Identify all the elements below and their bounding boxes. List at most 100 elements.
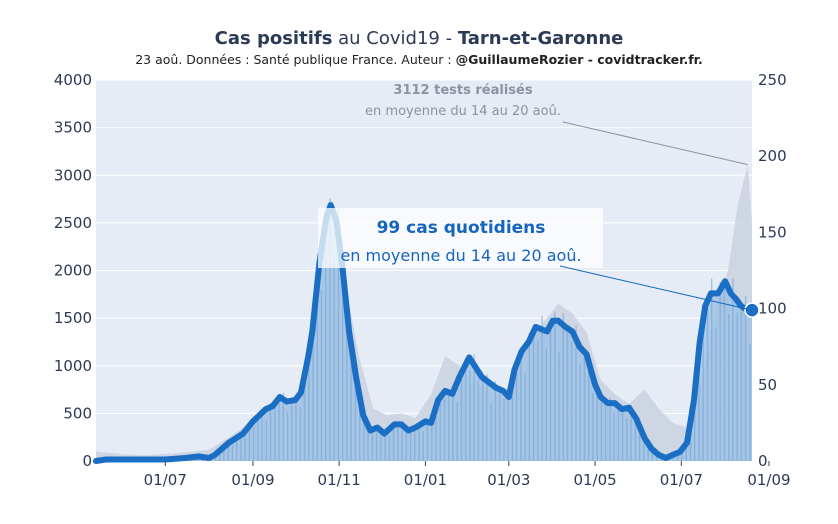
daily-case-bar	[414, 429, 416, 461]
daily-case-bar	[384, 431, 386, 461]
daily-case-bar	[223, 447, 225, 461]
cases-annotation-line2: en moyenne du 14 au 20 aoû.	[340, 246, 581, 265]
subtitle-plain: 23 aoû. Données : Santé publique France.…	[135, 52, 456, 67]
daily-case-bar	[651, 448, 653, 461]
daily-case-bar	[308, 362, 310, 461]
tests-annotation-line2: en moyenne du 14 au 20 aoû.	[365, 104, 561, 119]
daily-case-bar	[749, 343, 751, 461]
daily-case-bar	[689, 424, 692, 461]
daily-case-bar	[248, 423, 251, 461]
y-left-tick-label: 3000	[54, 166, 92, 184]
daily-case-bar	[621, 406, 624, 461]
daily-case-bar	[617, 403, 620, 461]
daily-case-bar	[558, 352, 560, 461]
daily-case-bar	[592, 392, 594, 461]
daily-case-bar	[431, 422, 433, 461]
daily-case-bar	[681, 452, 683, 461]
daily-case-bar	[257, 416, 259, 461]
daily-case-bar	[698, 346, 700, 461]
x-tick-label: 01/07	[144, 471, 187, 489]
daily-case-bar	[524, 374, 526, 461]
daily-case-bar	[342, 274, 344, 461]
cases-line	[93, 202, 755, 464]
daily-case-bar	[422, 431, 424, 461]
daily-case-bar	[325, 217, 327, 461]
daily-case-bar	[609, 397, 611, 461]
daily-case-bar	[312, 339, 314, 461]
chart-subtitle: 23 aoû. Données : Santé publique France.…	[0, 52, 838, 67]
daily-case-bar	[316, 274, 318, 461]
daily-case-bar	[736, 312, 738, 461]
daily-case-bar	[554, 311, 556, 461]
daily-case-bar	[494, 381, 497, 461]
daily-case-bar	[274, 406, 276, 461]
daily-case-bar	[537, 340, 539, 461]
y-right-tick-label: 0	[758, 452, 768, 470]
daily-case-bar	[571, 341, 573, 461]
cases-annotation-line1: 99 cas quotidiens	[377, 218, 546, 238]
daily-case-bar	[605, 405, 607, 461]
daily-case-bar	[367, 430, 369, 461]
daily-case-bar	[227, 442, 229, 461]
daily-case-bar	[694, 410, 696, 461]
daily-case-bar	[337, 209, 340, 461]
y-right-tick-label: 150	[758, 223, 787, 241]
daily-case-bar	[452, 388, 454, 461]
daily-case-bar	[520, 347, 522, 461]
daily-case-bar	[482, 377, 484, 461]
x-tick-label: 01/07	[660, 471, 703, 489]
daily-case-bar	[363, 413, 365, 461]
daily-case-bar	[401, 430, 403, 461]
daily-case-bar	[579, 363, 581, 461]
daily-case-bar	[515, 365, 518, 461]
y-left-tick-label: 3500	[54, 119, 92, 137]
daily-case-bar	[443, 399, 446, 461]
daily-case-bar	[418, 422, 420, 461]
daily-case-bar	[375, 430, 378, 461]
daily-case-bar	[359, 389, 361, 461]
daily-case-bar	[634, 418, 637, 461]
daily-case-bar	[685, 443, 687, 461]
x-tick-label: 01/05	[573, 471, 616, 489]
daily-case-bar	[562, 313, 564, 461]
daily-case-bar	[278, 403, 280, 461]
daily-case-bar	[299, 407, 301, 461]
daily-case-bar	[456, 401, 458, 461]
daily-case-bar	[545, 348, 547, 461]
y-right-tick-label: 50	[758, 376, 777, 394]
title-bold-2: Tarn-et-Garonne	[457, 28, 624, 49]
daily-case-bar	[626, 418, 628, 461]
daily-case-bar	[350, 329, 352, 461]
y-right-tick-label: 250	[758, 71, 787, 89]
daily-case-bar	[677, 452, 679, 461]
daily-case-bar	[286, 411, 289, 461]
daily-case-bar	[672, 455, 675, 461]
y-left-tick-label: 500	[63, 404, 92, 422]
daily-case-bar	[439, 392, 441, 461]
daily-case-bar	[426, 419, 429, 461]
daily-case-bar	[643, 432, 645, 461]
axes: 0 500 1000 1500 2000 2500 3000 3500 4000 0 50 100 15…	[54, 71, 791, 489]
subtitle-bold: @GuillaumeRozier - covidtracker.fr.	[455, 52, 703, 67]
x-tick-label: 01/03	[487, 471, 530, 489]
daily-case-bar	[354, 385, 357, 461]
daily-case-bar	[371, 426, 374, 461]
daily-case-bar	[498, 389, 501, 461]
daily-case-bar	[596, 381, 598, 461]
x-tick-label: 01/01	[404, 471, 447, 489]
daily-case-bar	[405, 424, 407, 461]
daily-case-bar	[575, 325, 577, 461]
daily-case-bar	[630, 405, 632, 461]
daily-case-bar	[460, 368, 463, 461]
daily-case-bar	[723, 279, 726, 461]
daily-case-bar	[507, 388, 509, 461]
daily-case-bar	[566, 331, 569, 461]
x-tick-label: 01/09	[747, 471, 790, 489]
y-right-tick-label: 200	[758, 147, 787, 165]
daily-case-bar	[240, 436, 242, 461]
annotations: 3112 tests réalisés en moyenne du 14 au …	[318, 83, 753, 311]
y-left-tick-label: 2000	[54, 262, 92, 280]
daily-case-bar	[728, 314, 730, 461]
daily-case-bar	[392, 423, 395, 461]
